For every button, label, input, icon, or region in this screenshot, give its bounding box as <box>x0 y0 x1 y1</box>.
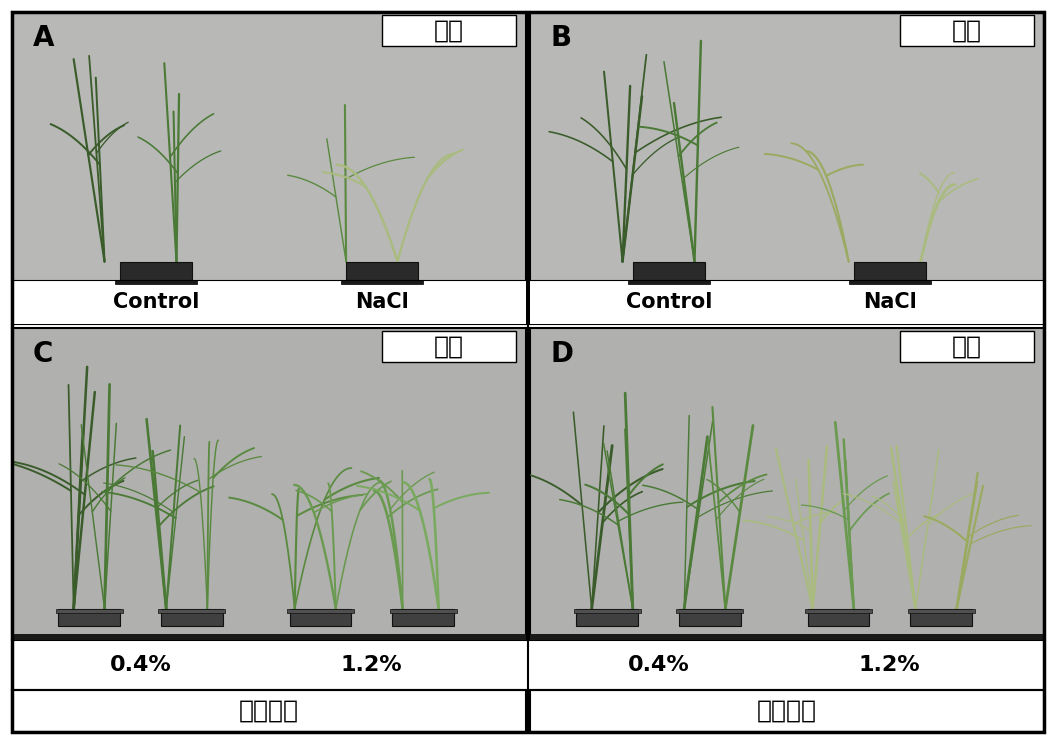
Text: 서우: 서우 <box>951 335 982 359</box>
Bar <box>627 280 710 284</box>
Bar <box>530 280 1044 324</box>
Text: Control: Control <box>113 292 200 312</box>
Bar <box>679 609 740 626</box>
Text: D: D <box>550 341 573 368</box>
Bar <box>12 280 526 324</box>
Text: 토양염도: 토양염도 <box>239 699 299 723</box>
Text: 상록: 상록 <box>434 19 464 42</box>
Text: 1.2%: 1.2% <box>341 655 402 675</box>
Bar <box>573 609 641 612</box>
Text: C: C <box>33 341 53 368</box>
Text: 0.4%: 0.4% <box>627 655 690 675</box>
Bar <box>808 609 869 626</box>
Text: 상록: 상록 <box>434 335 464 359</box>
Bar <box>530 316 1044 324</box>
Bar <box>382 15 515 46</box>
Bar <box>58 609 120 626</box>
Bar <box>530 634 1044 640</box>
Bar <box>577 609 638 626</box>
Bar <box>900 331 1034 362</box>
Bar <box>287 609 354 612</box>
Bar <box>390 609 456 612</box>
Bar <box>393 609 454 626</box>
Bar <box>158 609 225 612</box>
Bar <box>56 609 122 612</box>
Bar <box>115 280 197 284</box>
Bar <box>12 634 526 640</box>
Text: 0.4%: 0.4% <box>110 655 171 675</box>
Bar <box>849 280 931 284</box>
Bar <box>908 609 975 612</box>
Text: NaCl: NaCl <box>863 292 917 312</box>
Bar <box>341 280 423 284</box>
Text: 토양염도: 토양염도 <box>757 699 817 723</box>
Text: A: A <box>33 25 54 53</box>
Bar <box>346 262 418 280</box>
Text: 1.2%: 1.2% <box>859 655 921 675</box>
Text: Control: Control <box>625 292 712 312</box>
Bar <box>382 331 515 362</box>
Bar <box>854 262 926 280</box>
Bar <box>805 609 872 612</box>
Text: NaCl: NaCl <box>355 292 409 312</box>
Text: 서우: 서우 <box>951 19 982 42</box>
Bar <box>162 609 223 626</box>
Bar <box>677 609 743 612</box>
Bar <box>633 262 704 280</box>
Bar <box>120 262 192 280</box>
Text: B: B <box>550 25 571 53</box>
Bar <box>910 609 972 626</box>
Bar <box>12 316 526 324</box>
Bar <box>289 609 352 626</box>
Bar <box>900 15 1034 46</box>
